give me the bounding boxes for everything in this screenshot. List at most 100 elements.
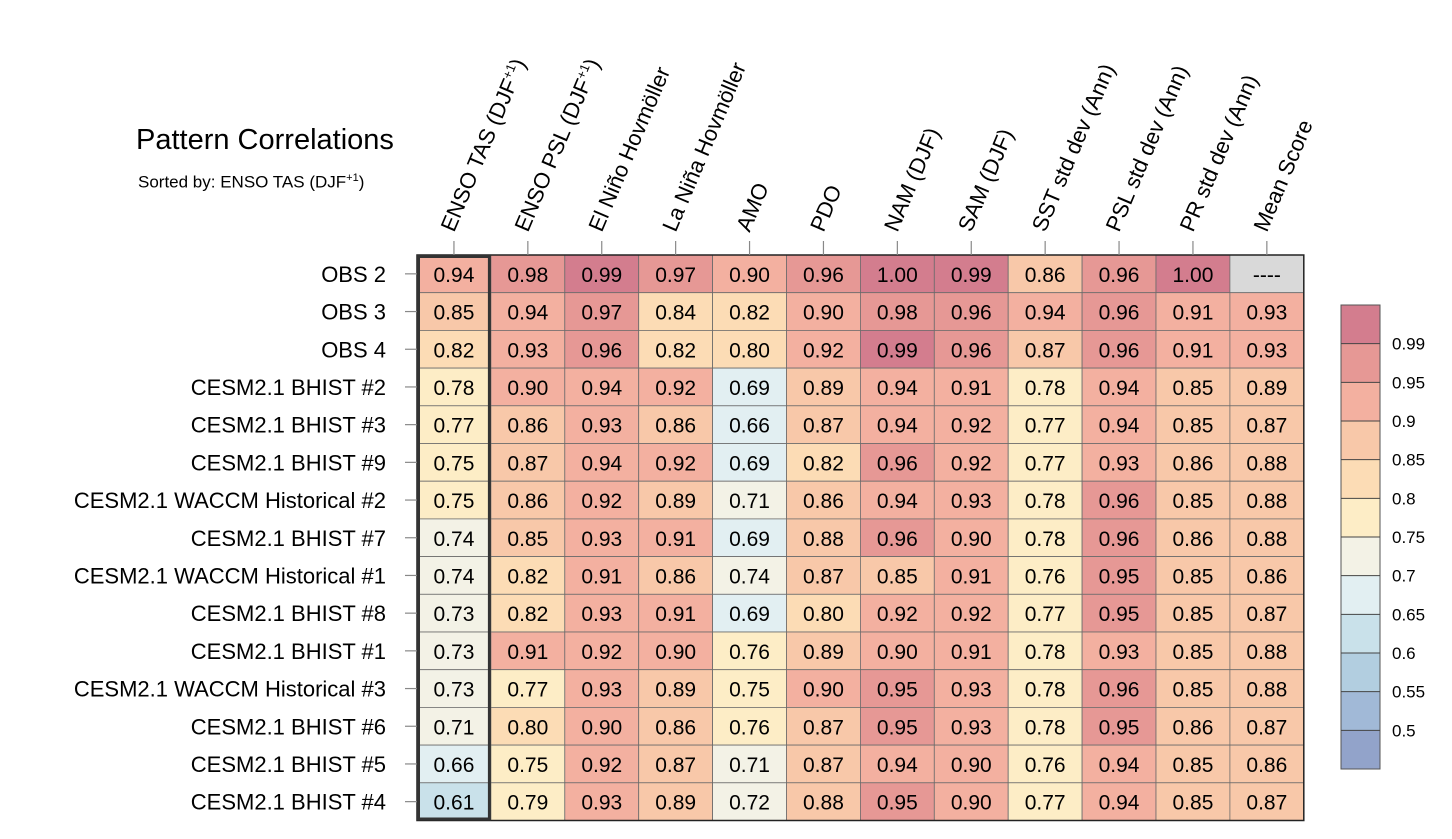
heatmap-cell [1155,367,1231,407]
cell-value-label: 0.86 [655,716,696,739]
cell-value-label: 0.97 [581,302,622,325]
heatmap-cell [933,707,1009,746]
heatmap-cell [638,518,714,558]
heatmap-cell [638,782,714,821]
cell-value-label: 0.82 [655,339,696,362]
heatmap-cell [1081,405,1157,444]
heatmap-cell [638,593,714,633]
cell-value-label: 0.92 [581,754,622,777]
cell-value-label: 0.94 [1099,754,1140,777]
cell-value-label: 0.91 [951,641,992,664]
heatmap-cell [564,669,640,708]
cell-value-label: 0.96 [1099,339,1140,362]
heatmap-cell [1229,367,1305,407]
colorbar-tick-label: 0.6 [1392,644,1416,663]
cell-value-label: 0.76 [729,641,770,664]
row-label: CESM2.1 WACCM Historical #2 [74,488,386,513]
cell-value-label: 0.72 [729,792,770,815]
cell-value-label: 0.87 [803,716,844,739]
column-label: NAM (DJF) [879,124,945,235]
cell-value-label: 0.95 [877,679,918,702]
row-label: CESM2.1 BHIST #6 [191,714,386,739]
heatmap-cell [638,443,714,482]
cell-value-label: 0.94 [1099,377,1140,400]
heatmap-cell [490,631,566,671]
cell-value-label: 0.93 [581,528,622,551]
cell-value-label: 0.87 [803,415,844,438]
cell-value-label: 0.74 [434,565,475,588]
cell-value-label: 0.95 [1099,603,1140,626]
cell-value-label: 0.95 [877,716,918,739]
heatmap-cell [1081,292,1157,331]
cell-value-label: 0.91 [951,565,992,588]
colorbar-tick-label: 0.95 [1392,373,1425,392]
cell-value-label: 0.75 [507,754,548,777]
cell-value-label: 0.86 [1025,264,1066,287]
cell-value-label: 0.80 [507,716,548,739]
cell-value-label: 0.95 [1099,716,1140,739]
cell-value-label: 0.73 [434,679,475,702]
heatmap-cell [1081,782,1157,821]
heatmap-cell [1007,518,1083,558]
heatmap-cell [712,254,787,294]
cell-value-label: 0.61 [434,792,475,815]
cell-value-label: 0.86 [1246,565,1287,588]
cell-value-label: 0.92 [581,641,622,664]
cell-value-label: 0.93 [1246,339,1287,362]
cell-value-label: 0.92 [655,377,696,400]
heatmap-cell [712,707,787,746]
cell-value-label: 0.93 [951,679,992,702]
heatmap-cell [490,782,566,821]
cell-value-label: 0.93 [507,339,548,362]
chart-subtitle: Sorted by: ENSO TAS (DJF+1) [138,172,364,193]
heatmap-cell [1229,631,1305,671]
heatmap-cell [416,707,492,746]
cell-value-label: 0.88 [803,528,844,551]
cell-value-label: 0.96 [1099,490,1140,513]
heatmap-cell [712,292,787,331]
heatmap-cell [564,480,640,520]
heatmap-cell [1081,744,1157,784]
heatmap-cell [860,292,935,331]
heatmap-cell [490,367,566,407]
colorbar-tick-label: 0.8 [1392,489,1416,508]
cell-value-label: 0.96 [951,302,992,325]
column-label: PSL std dev (Ann) [1101,62,1193,235]
cell-value-label: 0.90 [729,264,770,287]
heatmap-cell [1229,443,1305,482]
heatmap-cell [490,254,566,294]
cell-value-label: 0.86 [1246,754,1287,777]
cell-value-label: 0.90 [951,754,992,777]
cell-value-label: 0.88 [1246,679,1287,702]
cell-value-label: 0.93 [581,415,622,438]
cell-value-label: 0.73 [434,641,475,664]
cell-value-label: ---- [1253,264,1281,287]
heatmap-cell [416,367,492,407]
cell-value-label: 0.96 [803,264,844,287]
heatmap-cell [638,707,714,746]
cell-value-label: 0.87 [1246,603,1287,626]
cell-value-label: 0.90 [803,302,844,325]
heatmap-cell [1229,254,1305,294]
cell-value-label: 0.85 [434,302,475,325]
cell-value-label: 0.69 [729,603,770,626]
heatmap-cell [1007,480,1083,520]
cell-value-label: 0.91 [655,528,696,551]
heatmap-cell [860,744,935,784]
heatmap-cell [1155,443,1231,482]
cell-value-label: 0.69 [729,377,770,400]
cell-value-label: 0.94 [877,415,918,438]
colorbar-segment [1341,498,1380,537]
cell-value-label: 0.78 [1025,641,1066,664]
cell-value-label: 0.71 [434,716,475,739]
cell-value-label: 0.84 [655,302,696,325]
cell-value-label: 0.75 [434,452,475,475]
cell-value-label: 0.94 [434,264,475,287]
heatmap-cell [712,480,787,520]
cell-value-label: 0.85 [1173,415,1214,438]
heatmap-cell [1007,405,1083,444]
cell-value-label: 0.93 [581,679,622,702]
cell-value-label: 0.92 [877,603,918,626]
cell-value-label: 0.94 [581,377,622,400]
heatmap-cell [1229,480,1305,520]
